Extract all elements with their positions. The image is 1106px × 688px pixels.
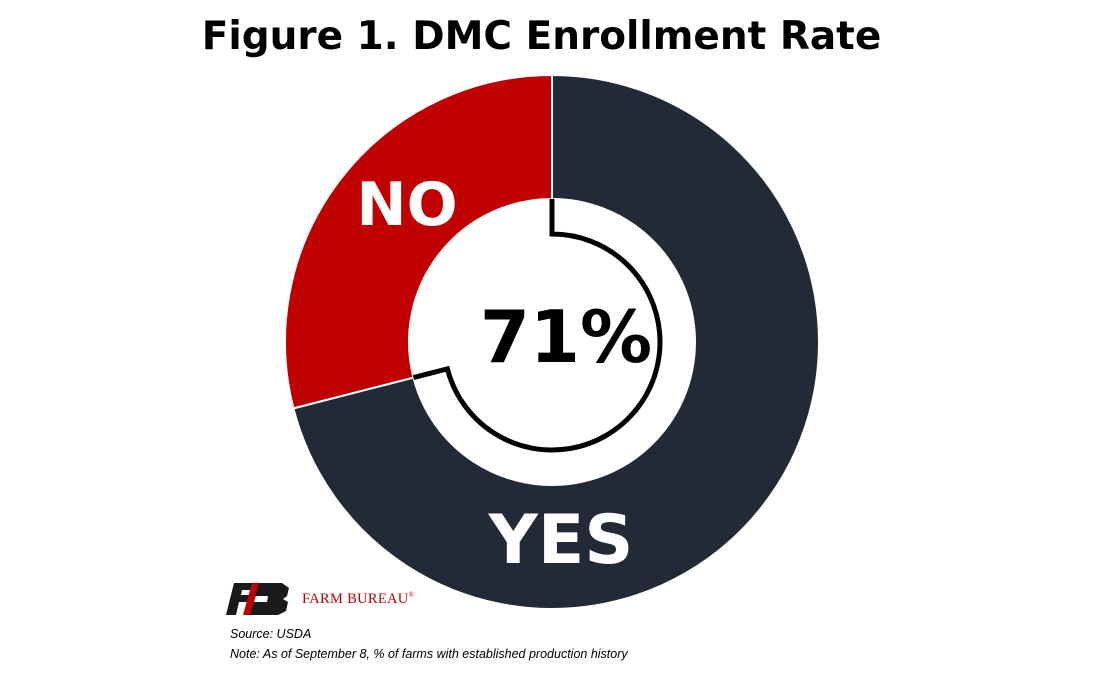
slice-yes (292, 73, 820, 610)
chart-title: Figure 1. DMC Enrollment Rate (201, 14, 882, 59)
enrollment-highlight-ring (412, 199, 663, 453)
footnote: Note: As of September 8, % of farms with… (230, 647, 628, 661)
slice-label-no: NO (356, 170, 457, 240)
fb-logo-icon (226, 583, 289, 615)
farm-bureau-logo: FARM BUREAU® (226, 583, 414, 615)
slice-no (284, 73, 553, 410)
source-note: Source: USDA (230, 627, 312, 641)
center-percentage: 71% (480, 295, 652, 379)
donut-slices (284, 73, 820, 610)
farm-bureau-wordmark: FARM BUREAU® (302, 590, 415, 607)
slice-label-yes: YES (488, 501, 634, 580)
